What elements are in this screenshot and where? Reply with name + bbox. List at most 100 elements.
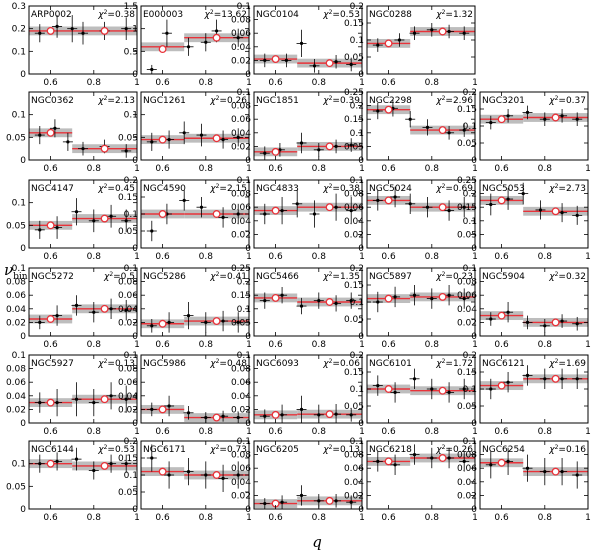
- data-point: [263, 58, 267, 63]
- panel-ngc0104: 0 0.02 0.04 0.06 0.08 0.1 0.6 0.8 1 NGC0104 χ2=0.5…: [231, 2, 365, 88]
- y-tick-label: 0: [132, 419, 138, 429]
- x-tick-label: 0.8: [87, 252, 102, 262]
- plot-frame: [253, 179, 363, 249]
- cluster-name: NGC0362: [31, 96, 74, 106]
- bin-marker: [438, 126, 447, 135]
- y-tick-label: 0.02: [231, 491, 251, 501]
- bin-marker: [325, 496, 334, 505]
- chi2-label: χ2=2.96: [435, 95, 473, 106]
- data-point: [263, 151, 267, 155]
- cluster-name: NGC5053: [482, 184, 525, 194]
- x-tick-label: 1: [472, 252, 478, 262]
- data-point: [393, 390, 397, 394]
- y-tick-label: 0.3: [12, 2, 26, 12]
- cluster-name: NGC5904: [482, 272, 525, 282]
- data-point: [334, 499, 338, 503]
- y-tick-label: 0.05: [457, 230, 477, 240]
- bin-marker: [551, 374, 560, 383]
- y-tick-label: 0.02: [344, 491, 364, 501]
- panel-ngc5272: 0 0.02 0.04 0.06 0.08 0.1 0.6 0.8 1 NGC5272 χ2=0.5: [6, 264, 140, 350]
- x-tick-label: 0.6: [381, 252, 396, 262]
- data-point: [489, 317, 493, 321]
- panel-ngc0362: 0 0.05 0.1 0.6 0.8 1 NGC0362 χ2=2.13: [6, 91, 140, 174]
- y-tick-label: 0.05: [6, 221, 26, 231]
- x-tick-label: 0.8: [199, 427, 214, 437]
- bin-marker: [438, 386, 447, 395]
- x-tick-label: 0.8: [312, 513, 327, 523]
- chi2-label: χ2=0.41: [209, 271, 247, 282]
- y-tick-label: 0.1: [124, 210, 138, 220]
- y-tick-label: 0.08: [344, 190, 364, 200]
- data-point: [489, 463, 493, 467]
- data-point: [124, 397, 128, 401]
- chi2-label: χ2=0.48: [209, 358, 247, 369]
- bin-marker: [100, 26, 109, 35]
- y-tick-label: 0.1: [237, 88, 251, 98]
- data-point: [280, 293, 284, 297]
- y-tick-label: 0.05: [344, 142, 364, 152]
- data-point: [74, 397, 79, 401]
- data-point: [124, 219, 128, 223]
- data-point: [412, 453, 417, 457]
- y-tick-label: 0.1: [350, 176, 364, 186]
- bin-marker: [384, 196, 393, 205]
- data-point: [92, 219, 96, 223]
- data-point: [236, 36, 240, 40]
- x-tick-label: 0.6: [494, 513, 509, 523]
- x-tick-label: 0.6: [268, 427, 283, 437]
- panel-ngc5904: 0 0.02 0.04 0.06 0.08 0.1 0.6 0.8 1 NGC5904 χ2=0.3…: [457, 264, 591, 350]
- chi2-label: χ2=13.62: [204, 9, 247, 20]
- data-point: [525, 373, 530, 377]
- y-tick-label: 0.02: [231, 142, 251, 152]
- data-point: [425, 205, 430, 209]
- bin-marker: [158, 135, 167, 144]
- bin-marker: [158, 467, 167, 476]
- data-point: [317, 148, 321, 152]
- plot-frame: [366, 440, 476, 510]
- data-point: [55, 226, 59, 230]
- data-point: [376, 43, 380, 47]
- x-tick-label: 0.6: [155, 252, 170, 262]
- data-point: [236, 320, 240, 324]
- bin-marker: [497, 115, 506, 124]
- cluster-name: NGC5986: [143, 359, 186, 369]
- data-point: [92, 401, 96, 405]
- data-point: [182, 131, 186, 135]
- chi2-label: χ2=0.13: [322, 444, 360, 455]
- bin-marker: [271, 206, 280, 215]
- x-tick-label: 1: [246, 252, 252, 262]
- data-point: [334, 412, 338, 416]
- data-point: [38, 228, 42, 232]
- y-tick-label: 0.06: [118, 291, 138, 301]
- x-tick-label: 1: [134, 513, 140, 523]
- x-tick-label: 0.6: [43, 513, 58, 523]
- bin-marker: [384, 105, 393, 114]
- x-tick-label: 0.8: [425, 427, 440, 437]
- panel-ngc6144: 0 0.05 0.1 0.6 0.8 1 NGC6144 χ2=0.53: [6, 440, 140, 523]
- y-tick-label: 0.06: [231, 203, 251, 213]
- bin-marker: [384, 457, 393, 466]
- panel-ngc6171: 0 0.05 0.1 0.15 0.2 0.6 0.8 1 NGC6171 χ2=0.73: [118, 437, 252, 523]
- chi2-label: χ2=0.5: [103, 271, 135, 282]
- bin-marker: [158, 210, 167, 218]
- x-tick-label: 0.8: [312, 252, 327, 262]
- bin-marker: [100, 461, 109, 470]
- bin-marker: [325, 59, 334, 68]
- y-tick-label: 0.15: [344, 19, 364, 29]
- x-tick-label: 0.6: [43, 252, 58, 262]
- y-tick-label: 0.2: [12, 25, 26, 35]
- y-tick-label: 0.08: [457, 451, 477, 461]
- y-tick-label: 0.1: [12, 199, 26, 209]
- y-tick-label: 0.05: [231, 318, 251, 328]
- x-tick-label: 1: [246, 78, 252, 88]
- x-tick-label: 1: [472, 164, 478, 174]
- x-tick-label: 0.8: [199, 252, 214, 262]
- plot-frame: [140, 91, 250, 161]
- data-point: [150, 67, 154, 72]
- data-point: [150, 456, 154, 460]
- y-tick-label: 0.05: [457, 139, 477, 149]
- data-point: [150, 407, 154, 411]
- bin-marker: [438, 203, 447, 212]
- cluster-name: NGC5897: [369, 272, 412, 282]
- chi2-label: χ2=0.16: [548, 444, 586, 455]
